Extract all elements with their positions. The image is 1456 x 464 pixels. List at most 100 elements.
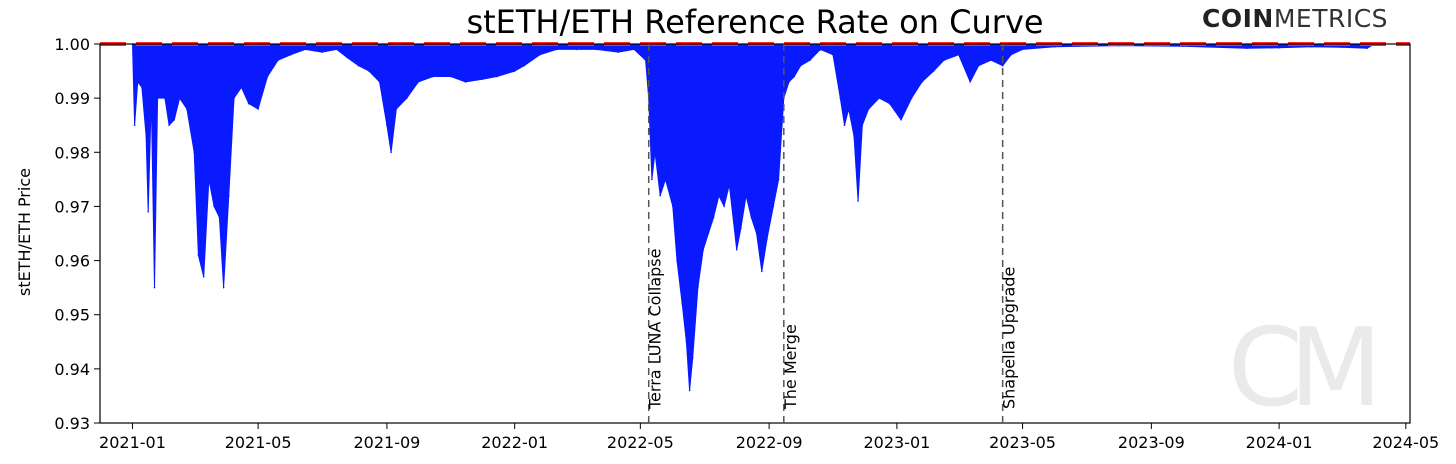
data-point [772, 205, 775, 208]
data-point [222, 286, 225, 289]
data-point [464, 81, 467, 83]
data-point [247, 102, 250, 105]
data-point [847, 108, 850, 110]
y-tick-label: 0.97 [54, 197, 90, 216]
data-point [735, 248, 738, 251]
x-tick-label: 2024-05 [1372, 433, 1439, 452]
x-tick-label: 2021-09 [353, 433, 420, 452]
data-point [921, 81, 923, 83]
data-point [702, 248, 704, 251]
event-label: Terra LUNA Collapse [646, 249, 665, 410]
data-point [173, 119, 176, 121]
data-point [1278, 47, 1280, 49]
data-point [277, 59, 279, 61]
data-point [395, 108, 398, 110]
data-point [943, 59, 945, 61]
data-point [969, 81, 971, 83]
data-point [740, 227, 742, 229]
data-point [178, 97, 181, 99]
data-point [861, 124, 864, 126]
data-point [910, 97, 913, 99]
event-label: Shapella Upgrade [1000, 267, 1019, 409]
y-tick-label: 0.94 [54, 360, 90, 379]
data-point [990, 59, 992, 61]
data-point [1341, 46, 1343, 48]
data-point [346, 56, 348, 59]
x-tick-label: 2022-05 [607, 433, 674, 452]
data-point [233, 97, 235, 99]
data-point [900, 119, 902, 121]
data-point [147, 211, 149, 213]
data-point [672, 205, 674, 208]
data-point [555, 48, 558, 51]
data-point [853, 135, 855, 137]
data-point [654, 151, 656, 154]
x-tick-label: 2022-09 [736, 433, 803, 452]
data-point [153, 286, 156, 289]
event-label: The Merge [781, 324, 800, 410]
data-point [197, 254, 200, 256]
y-tick-label: 0.98 [54, 143, 90, 162]
data-point [766, 238, 768, 240]
data-point [257, 108, 259, 110]
data-point [432, 75, 434, 78]
data-point [788, 81, 790, 83]
data-point [150, 97, 153, 99]
data-point [681, 303, 683, 305]
data-point [718, 194, 720, 197]
data-point [523, 64, 525, 67]
data-point [539, 54, 541, 56]
data-point [932, 70, 935, 72]
data-point [664, 178, 667, 181]
data-point [819, 48, 822, 51]
data-point [1001, 64, 1004, 67]
data-point [133, 124, 136, 126]
cm-watermark-logo: CM [1228, 306, 1386, 431]
data-point [240, 86, 243, 89]
data-point [1366, 47, 1368, 50]
data-point [761, 270, 763, 273]
data-point [777, 178, 780, 181]
data-point [218, 216, 221, 219]
y-tick-label: 0.99 [54, 89, 90, 108]
logo-light-text: METRICS [1273, 4, 1389, 33]
chart-title: stETH/ETH Reference Rate on Curve [466, 3, 1043, 41]
y-tick-label: 0.96 [54, 252, 90, 271]
x-tick-label: 2021-01 [99, 433, 166, 452]
data-point [799, 64, 802, 67]
data-point [659, 194, 661, 197]
logo-bold-text: COIN [1202, 4, 1274, 33]
x-tick-label: 2023-05 [989, 433, 1056, 452]
data-point [843, 124, 846, 126]
data-point [304, 48, 307, 51]
data-point [186, 108, 188, 110]
data-point [728, 184, 731, 186]
event-markers: Terra LUNA Collapse The Merge Shapella Upg… [646, 44, 1019, 423]
data-point [368, 70, 370, 72]
data-point [481, 78, 484, 80]
data-point [496, 75, 498, 78]
data-point [750, 216, 753, 219]
data-point [857, 200, 859, 202]
data-point [213, 205, 215, 208]
x-tick-label: 2023-09 [1118, 433, 1185, 452]
data-point [136, 81, 139, 83]
data-point [450, 75, 452, 78]
data-point [723, 205, 725, 208]
data-point [266, 75, 269, 78]
data-point [575, 48, 578, 51]
data-point [755, 232, 758, 235]
data-point [1054, 45, 1056, 48]
data-point [156, 97, 159, 99]
data-point [390, 151, 392, 154]
y-tick-label: 1.00 [54, 35, 90, 54]
data-point [595, 48, 598, 51]
data-point [417, 81, 420, 83]
data-point [685, 341, 688, 343]
data-point [691, 357, 694, 359]
data-point [145, 135, 147, 137]
data-point [688, 389, 691, 392]
data-point [676, 259, 678, 262]
data-point [141, 86, 143, 89]
data-point [878, 97, 880, 99]
